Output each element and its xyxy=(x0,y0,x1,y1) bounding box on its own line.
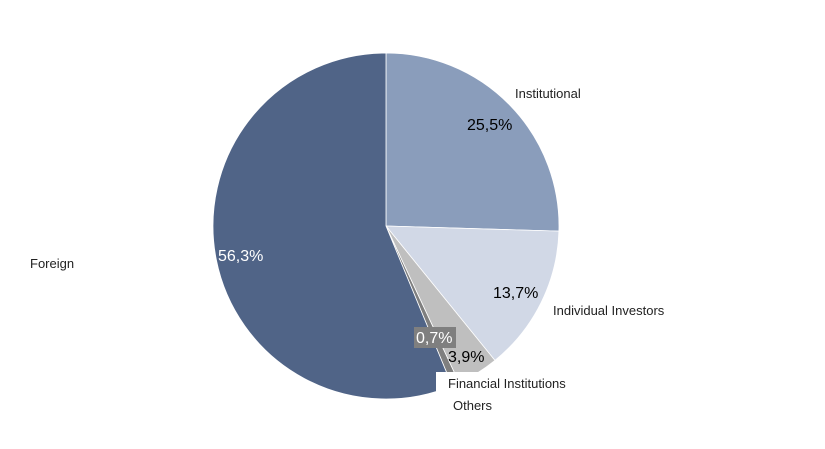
pct-financial-institutions: 3,9% xyxy=(448,349,484,366)
label-foreign: Foreign xyxy=(30,256,74,271)
pct-institutional: 25,5% xyxy=(467,117,512,134)
financial-institutions-label-backdrop xyxy=(436,372,568,392)
pie-slices xyxy=(212,52,560,400)
label-financial-institutions: Financial Institutions xyxy=(448,376,566,391)
label-institutional: Institutional xyxy=(515,86,581,101)
slice-individual-investors xyxy=(385,225,560,361)
label-individual-investors: Individual Investors xyxy=(553,303,665,318)
pct-others: 0,7% xyxy=(416,330,452,347)
others-pct-backdrop xyxy=(414,327,456,348)
slice-foreign xyxy=(212,52,453,400)
pct-individual-investors: 13,7% xyxy=(493,285,538,302)
label-others: Others xyxy=(453,398,493,413)
pct-foreign: 56,3% xyxy=(218,248,263,265)
slice-institutional xyxy=(385,52,560,232)
